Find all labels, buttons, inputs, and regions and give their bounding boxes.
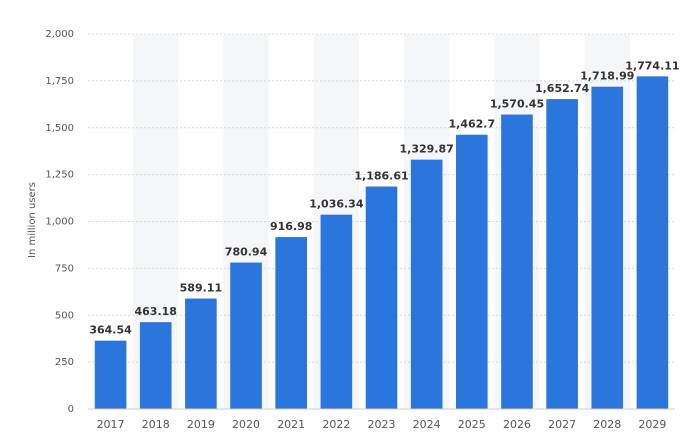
value-label: 1,652.74 xyxy=(535,82,590,95)
bar xyxy=(230,262,262,409)
x-tick-label: 2029 xyxy=(638,418,666,431)
x-tick-label: 2023 xyxy=(368,418,396,431)
x-tick-label: 2024 xyxy=(413,418,441,431)
bar xyxy=(275,237,307,409)
y-tick-label: 0 xyxy=(68,404,74,415)
bar xyxy=(591,86,624,409)
value-label: 1,570.45 xyxy=(490,98,544,111)
bar xyxy=(320,214,353,409)
value-label: 364.54 xyxy=(89,324,132,337)
bar xyxy=(456,134,488,409)
bar xyxy=(636,76,669,410)
value-label: 916.98 xyxy=(270,220,312,233)
x-tick-label: 2025 xyxy=(458,418,486,431)
x-tick-label: 2027 xyxy=(548,418,576,431)
y-tick-label: 750 xyxy=(55,263,74,274)
value-label: 1,329.87 xyxy=(400,143,454,156)
value-label: 1,036.34 xyxy=(309,198,364,211)
x-tick-label: 2022 xyxy=(322,418,350,431)
bar xyxy=(546,99,578,409)
x-tick-label: 2021 xyxy=(277,418,305,431)
bar xyxy=(501,114,533,410)
x-tick-label: 2018 xyxy=(142,418,170,431)
y-tick-label: 1,250 xyxy=(45,170,74,181)
y-axis-title: In million users xyxy=(27,182,38,258)
value-label: 1,186.61 xyxy=(354,170,408,183)
x-tick-label: 2028 xyxy=(593,418,621,431)
y-tick-label: 250 xyxy=(55,357,74,368)
value-label: 589.11 xyxy=(180,282,222,295)
x-tick-label: 2017 xyxy=(97,418,125,431)
value-label: 1,774.11 xyxy=(625,59,679,72)
x-tick-label: 2020 xyxy=(232,418,260,431)
value-label: 780.94 xyxy=(225,246,268,259)
value-label: 463.18 xyxy=(135,305,177,318)
bar xyxy=(365,186,398,409)
bar xyxy=(94,340,127,409)
bar xyxy=(410,159,443,409)
value-label: 1,462.7 xyxy=(448,118,495,131)
bar xyxy=(185,298,217,409)
y-tick-label: 1,500 xyxy=(45,123,74,134)
y-tick-label: 1,750 xyxy=(45,76,74,87)
y-tick-label: 500 xyxy=(55,310,74,321)
x-tick-label: 2026 xyxy=(503,418,531,431)
y-tick-label: 2,000 xyxy=(45,29,74,40)
y-tick-label: 1,000 xyxy=(45,217,74,228)
x-tick-label: 2019 xyxy=(187,418,215,431)
bar xyxy=(139,322,172,409)
value-label: 1,718.99 xyxy=(580,70,634,83)
